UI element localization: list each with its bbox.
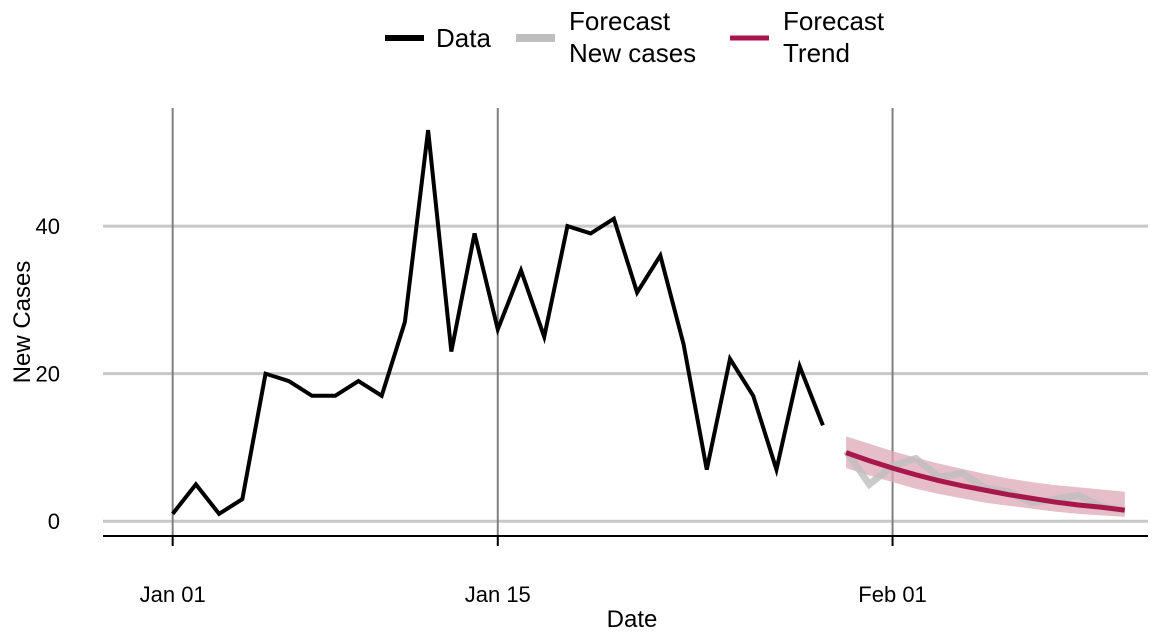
series-lines — [171, 129, 1126, 517]
x-axis-title: Date — [607, 606, 658, 633]
y-tick-label: 0 — [48, 509, 60, 534]
x-tick-label: Jan 01 — [140, 582, 206, 607]
grid — [103, 108, 1148, 536]
legend: Data Forecast New cases Forecast Trend — [385, 6, 885, 68]
legend-label-data: Data — [436, 23, 491, 53]
legend-label-forecast-new-cases-line2: New cases — [569, 38, 696, 68]
x-tick-label: Jan 15 — [465, 582, 531, 607]
x-tick-label: Feb 01 — [858, 582, 927, 607]
y-tick-label: 20 — [36, 362, 60, 387]
y-tick-label: 40 — [36, 214, 60, 239]
legend-label-forecast-trend-line2: Trend — [783, 38, 850, 68]
series-line-data — [171, 129, 825, 517]
y-axis-title: New Cases — [9, 261, 36, 384]
series-line-forecast-trend — [845, 450, 1126, 513]
legend-label-forecast-trend-line1: Forecast — [783, 6, 885, 36]
legend-label-forecast-new-cases-line1: Forecast — [569, 6, 671, 36]
axis-ticks: Jan 01 Jan 15 Feb 01 0 20 40 — [36, 214, 927, 607]
